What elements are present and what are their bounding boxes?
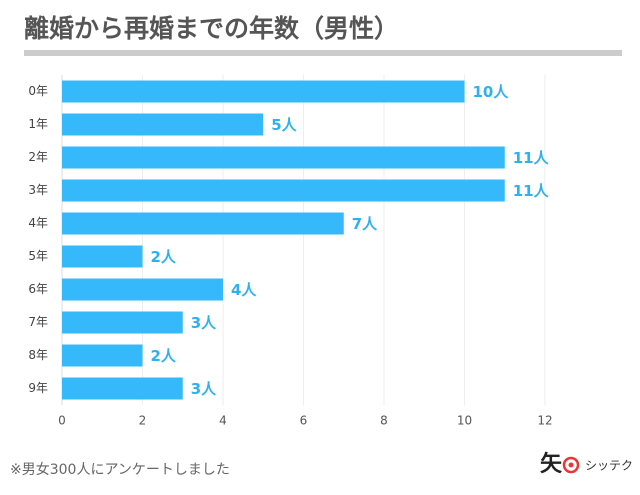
value-label: 3人 [191,380,217,398]
bar [62,146,505,169]
x-tick-label: 6 [300,414,308,428]
y-tick-label: 4年 [28,216,48,230]
value-label: 11人 [513,182,550,200]
x-tick-label: 10 [457,414,472,428]
logo-icon [568,462,574,468]
bar [62,311,183,334]
value-label: 3人 [191,314,217,332]
value-label: 4人 [231,281,257,299]
bar [62,113,264,136]
y-tick-label: 2年 [28,150,48,164]
y-tick-label: 6年 [28,282,48,296]
bar [62,212,344,235]
bar [62,344,143,367]
logo-icon [562,456,580,474]
y-tick-label: 7年 [28,315,48,329]
footnote: ※男女300人にアンケートしました [10,461,230,478]
x-tick-label: 0 [58,414,66,428]
y-tick-label: 3年 [28,183,48,197]
chart-title: 離婚から再婚までの年数（男性） [24,14,399,43]
x-tick-label: 4 [219,414,227,428]
bar [62,80,465,103]
y-tick-label: 9年 [28,381,48,395]
value-label: 11人 [513,149,550,167]
title-underline [24,50,622,56]
value-label: 10人 [473,83,510,101]
x-tick-label: 8 [380,414,388,428]
y-tick-label: 0年 [28,84,48,98]
logo-text: シッテク [585,459,633,473]
x-tick-label: 12 [537,414,552,428]
value-label: 2人 [151,347,177,365]
y-tick-label: 1年 [28,117,48,131]
logo-mark: 矢 [540,451,563,477]
value-label: 7人 [352,215,378,233]
bar [62,245,143,268]
bar [62,179,505,202]
y-tick-label: 5年 [28,249,48,263]
y-tick-label: 8年 [28,348,48,362]
bar [62,278,223,301]
value-label: 2人 [151,248,177,266]
bar [62,377,183,400]
value-label: 5人 [271,116,297,134]
x-tick-label: 2 [139,414,147,428]
